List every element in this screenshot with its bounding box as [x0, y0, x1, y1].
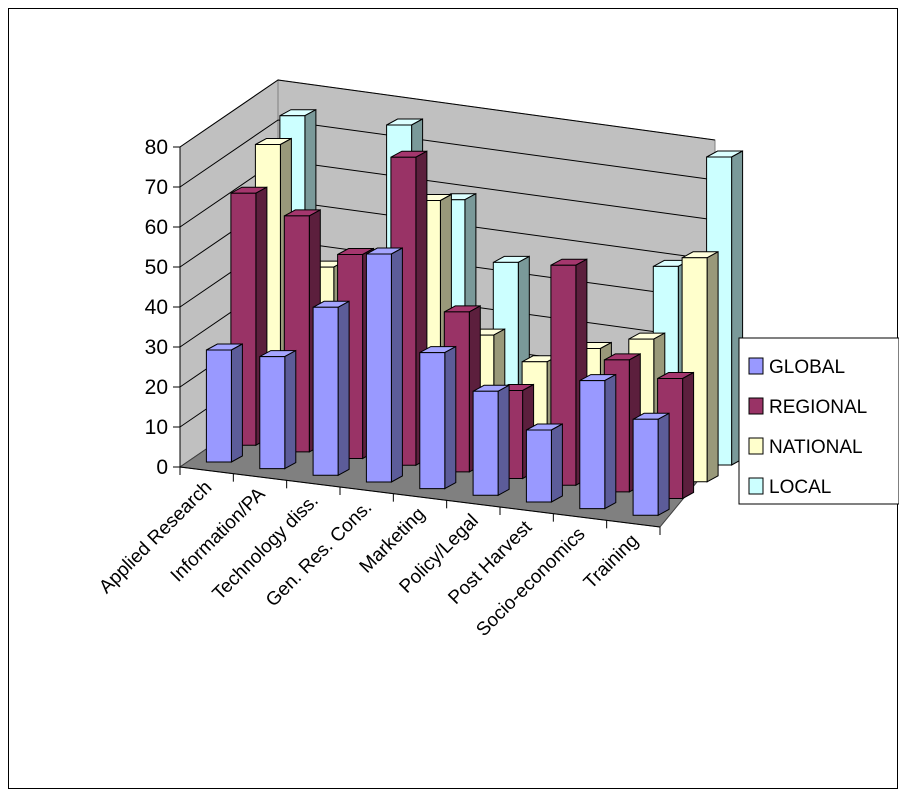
- bar-global-marketing: [419, 345, 457, 490]
- bar-side: [682, 371, 695, 500]
- bar-global-policy-legal: [472, 384, 510, 497]
- y-tick-label-70: 70: [145, 176, 168, 199]
- y-tick-label-80: 80: [145, 136, 168, 159]
- bar-side: [604, 373, 617, 510]
- legend-label-global: GLOBAL: [769, 357, 845, 378]
- legend-label-regional: REGIONAL: [769, 397, 867, 418]
- bar-global-training: [632, 412, 670, 517]
- bar-side: [444, 345, 457, 490]
- bar-front: [259, 356, 286, 470]
- bar-side: [284, 349, 297, 470]
- x-category-label-technology-diss: Technology diss.: [209, 490, 323, 604]
- gridline-70: [179, 119, 716, 188]
- bar-global-post-harvest: [525, 423, 563, 503]
- bar-global-information-pa: [259, 349, 297, 470]
- bar-side: [550, 423, 563, 503]
- bar-front: [205, 349, 232, 463]
- bar-front: [525, 429, 552, 503]
- legend-label-local: LOCAL: [769, 477, 831, 498]
- legend-swatch-local: [748, 477, 764, 495]
- bar-front: [579, 380, 606, 510]
- bar-side: [390, 247, 403, 483]
- bar-front: [632, 418, 659, 516]
- y-tick-label-10: 10: [145, 416, 168, 439]
- bar-front: [365, 253, 392, 483]
- y-tick-label-20: 20: [145, 376, 168, 399]
- bar-global-gen-res-cons: [365, 247, 403, 483]
- y-axis-tick-labels: 0 10 20 30 40 50 60 70 80: [145, 136, 168, 479]
- bar-global-socio-economics: [579, 373, 617, 510]
- x-axis-line: [179, 466, 661, 528]
- legend-box: [738, 337, 899, 505]
- legend-swatch-global: [748, 357, 764, 375]
- legend-label-national: NATIONAL: [769, 437, 863, 458]
- x-category-label-training: Training: [580, 530, 643, 593]
- y-tick-label-60: 60: [145, 216, 168, 239]
- x-category-label-applied-research: Applied Research: [95, 477, 216, 598]
- x-category-label-gen-res-cons: Gen. Res. Cons.: [262, 497, 376, 611]
- legend-swatch-regional: [748, 397, 764, 415]
- bar-regional-marketing: [443, 305, 481, 473]
- bar-side: [230, 343, 243, 463]
- y-tick-label-0: 0: [156, 456, 168, 479]
- y-tick-label-50: 50: [145, 256, 168, 279]
- bar-front: [419, 352, 446, 490]
- bar-global-technology-diss: [312, 300, 350, 477]
- bar-front: [312, 306, 339, 476]
- axes: [173, 146, 661, 535]
- bar-global-applied-research: [205, 343, 243, 463]
- legend-swatch-national: [748, 437, 764, 455]
- bar-side: [706, 250, 719, 483]
- y-tick-label-30: 30: [145, 336, 168, 359]
- bars: [205, 108, 744, 517]
- bar-side: [657, 412, 670, 517]
- bar-front: [472, 390, 499, 496]
- gridline-80: [179, 79, 716, 148]
- y-tick-label-40: 40: [145, 296, 168, 319]
- bar-side: [337, 300, 350, 477]
- legend: GLOBAL REGIONAL NATIONAL LOCAL: [738, 337, 899, 505]
- bar-side: [497, 384, 510, 497]
- x-category-label-socio-economics: Socio-economics: [472, 524, 589, 641]
